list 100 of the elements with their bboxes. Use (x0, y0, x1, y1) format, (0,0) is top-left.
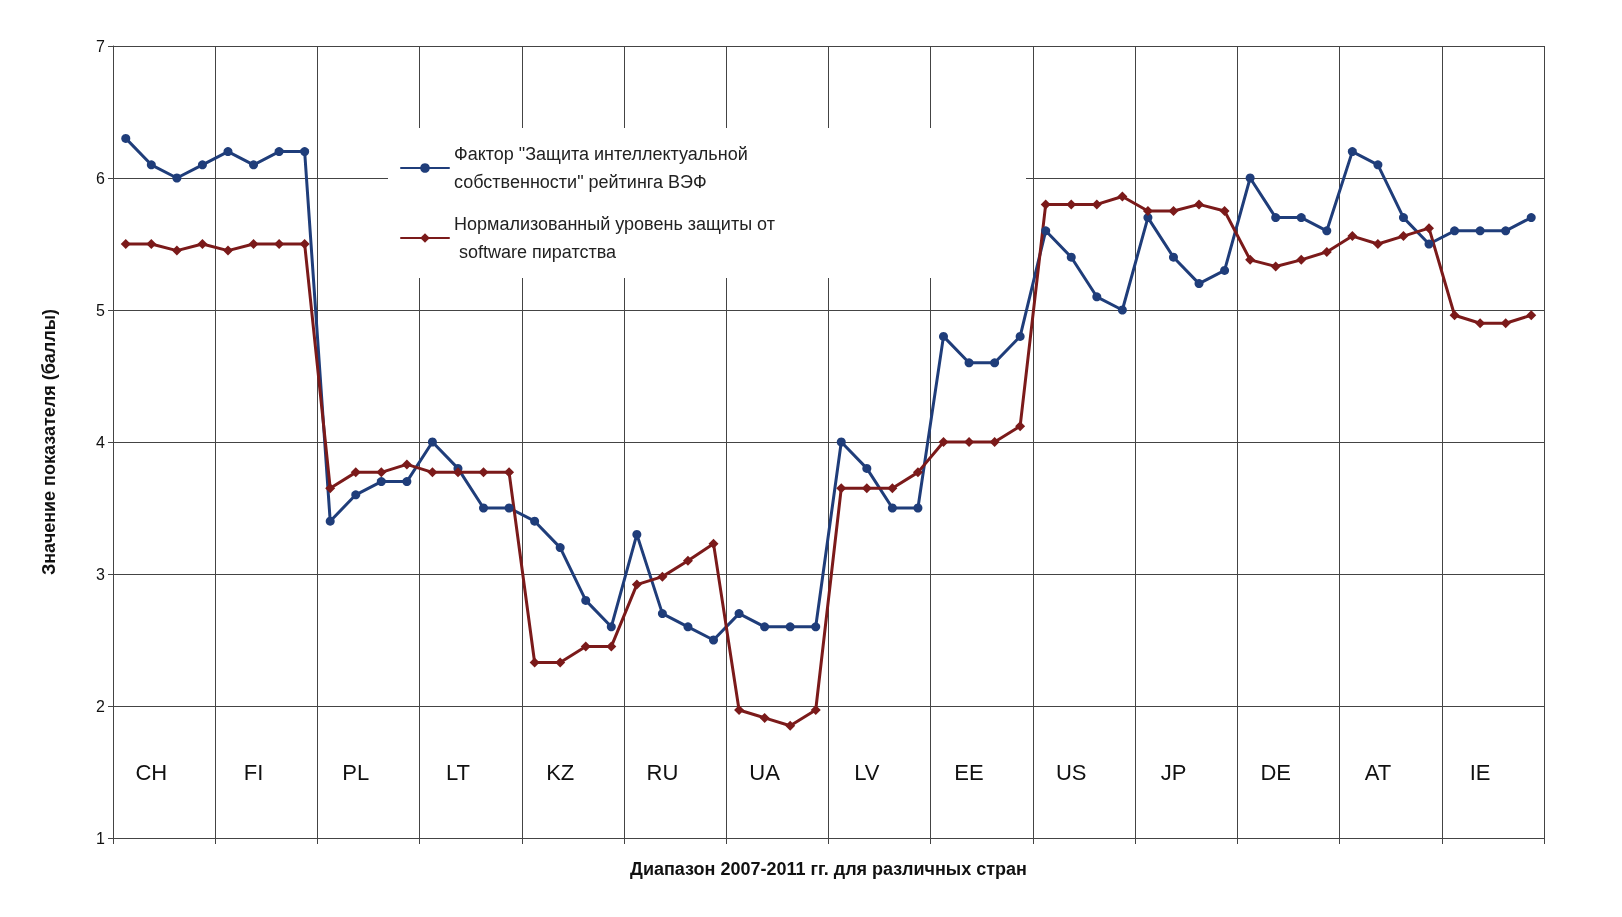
x-tick-label: IE (1469, 759, 1491, 785)
point (402, 477, 412, 487)
point (887, 503, 897, 513)
point (810, 704, 821, 715)
point (683, 622, 693, 632)
point (427, 437, 437, 447)
point (759, 712, 770, 723)
point (709, 635, 719, 645)
point (1501, 226, 1511, 236)
point (197, 160, 207, 170)
point (504, 467, 515, 478)
point (1142, 206, 1153, 216)
point (1372, 239, 1383, 249)
point (249, 160, 259, 170)
point (734, 609, 744, 619)
point (172, 173, 182, 183)
x-tick-label: CH (135, 759, 168, 785)
point (1449, 310, 1460, 321)
point (760, 622, 770, 632)
point (555, 543, 565, 553)
point (964, 358, 974, 368)
point (1500, 318, 1511, 329)
point (1245, 254, 1256, 265)
point (1194, 279, 1204, 289)
point (836, 437, 846, 447)
point (887, 483, 898, 494)
x-tick-label: PL (342, 759, 370, 785)
point (682, 555, 693, 566)
point (581, 595, 591, 605)
point (1347, 231, 1358, 242)
point (1475, 226, 1485, 236)
point (376, 467, 387, 478)
point (146, 239, 157, 249)
point (1245, 173, 1255, 183)
point (1296, 254, 1307, 265)
point (1194, 199, 1205, 210)
point (376, 477, 386, 487)
point (197, 239, 208, 249)
point (1424, 239, 1434, 249)
point (1450, 226, 1460, 236)
point (657, 609, 667, 619)
point (1296, 213, 1306, 223)
point (580, 641, 591, 652)
point (989, 437, 1000, 447)
point (1322, 226, 1332, 236)
point (479, 503, 489, 513)
point (1347, 147, 1357, 157)
point (1321, 246, 1332, 257)
point (1424, 223, 1435, 234)
x-tick-label: RU (646, 759, 679, 785)
legend-label: Нормализованный уровень защиты от software пиратства (454, 214, 775, 262)
x-axis-title: Диапазон 2007-2011 гг. для различных стран (630, 859, 1027, 879)
x-tick-label: AT (1364, 759, 1392, 785)
point (1066, 252, 1076, 262)
point (1219, 206, 1230, 216)
legend-label: Фактор "Защита интеллектуальной собственности" рейтинга ВЭФ (454, 144, 753, 192)
point (1271, 213, 1281, 223)
point (530, 516, 540, 526)
point (990, 358, 1000, 368)
y-tick-label: 2 (96, 697, 106, 715)
point (811, 622, 821, 632)
point (1220, 265, 1230, 275)
point (146, 160, 156, 170)
point (478, 467, 489, 478)
point (734, 704, 745, 715)
y-tick-label: 5 (96, 301, 106, 319)
point (504, 503, 514, 513)
point (912, 467, 923, 478)
point (938, 437, 949, 447)
point (351, 490, 361, 500)
point (836, 483, 847, 494)
x-tick-label: LT (445, 759, 470, 785)
x-tick-label: UA (749, 759, 781, 785)
point (171, 245, 182, 256)
point (555, 657, 566, 668)
point (1526, 310, 1537, 321)
x-tick-label: KZ (546, 759, 575, 785)
point (1117, 191, 1128, 202)
point (300, 147, 310, 157)
x-tick-label: JP (1160, 759, 1187, 785)
point (632, 529, 642, 539)
point (299, 239, 310, 249)
point (785, 622, 795, 632)
point (1398, 231, 1409, 242)
point (223, 147, 233, 157)
point (1168, 252, 1178, 262)
point (606, 622, 616, 632)
x-tick-label: FI (243, 759, 264, 785)
y-axis-title: Значение показателя (баллы) (39, 308, 59, 576)
point (248, 239, 259, 249)
point (325, 516, 335, 526)
point (631, 579, 642, 590)
y-tick-label: 4 (96, 433, 106, 451)
point (121, 133, 131, 143)
point (120, 239, 131, 249)
point (657, 571, 668, 582)
point (939, 331, 948, 341)
point (1270, 261, 1281, 272)
point (913, 503, 923, 513)
point (1015, 421, 1026, 432)
